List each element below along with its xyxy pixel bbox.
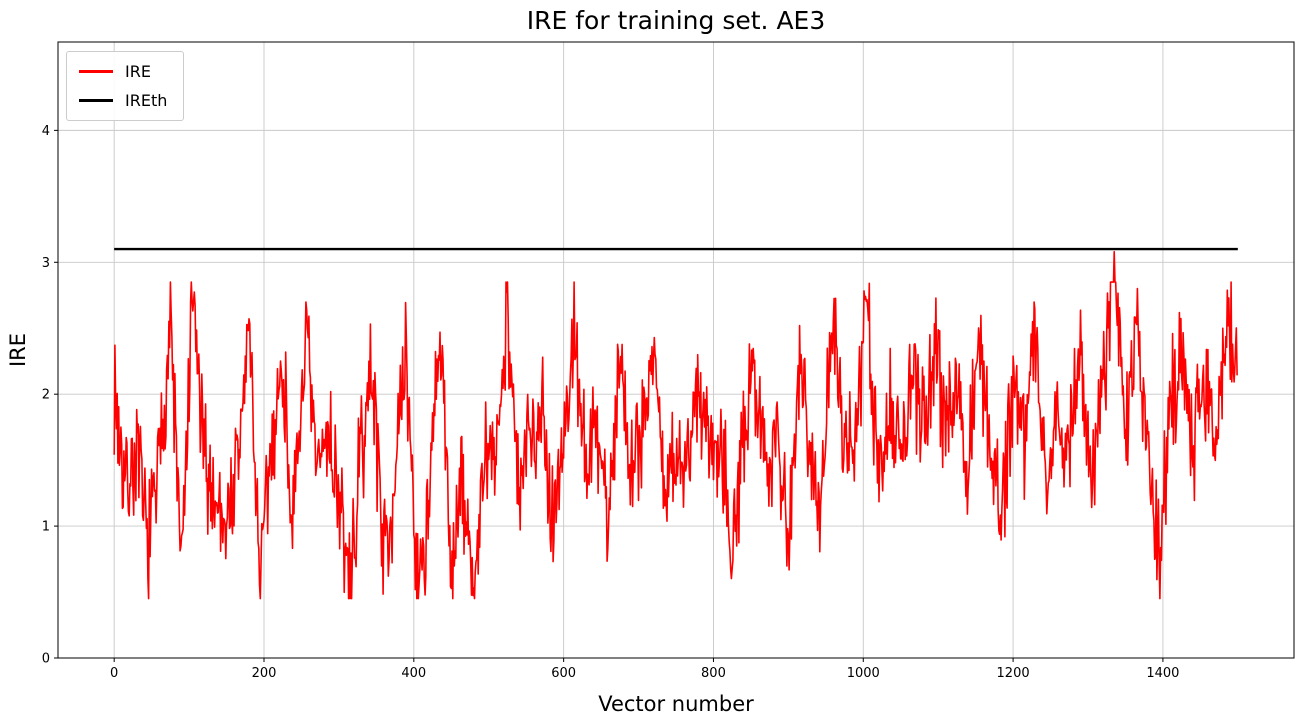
y-tick-label: 0 [42,652,50,667]
legend-label-ireth: IREth [125,91,168,110]
legend-entry-ireth: IREth [79,91,167,110]
x-tick-label: 200 [252,666,277,681]
grid-lines [58,42,1294,659]
y-tick-label: 1 [42,520,50,535]
x-tick-label: 800 [701,666,726,681]
chart-title: IRE for training set. AE3 [526,6,826,35]
legend-entry-ire: IRE [79,62,167,81]
ire-line [113,250,1238,600]
y-tick-label: 4 [42,124,50,139]
x-tick-label: 1000 [847,666,880,681]
ireth-line-swatch [79,99,113,102]
x-tick-label: 1400 [1146,666,1179,681]
x-tick-label: 0 [110,666,118,681]
legend-label-ire: IRE [125,62,151,81]
axes-frame [57,41,1295,659]
x-axis-label: Vector number [598,692,754,716]
x-tick-label: 1200 [997,666,1030,681]
y-tick-label: 2 [42,388,50,403]
legend: IRE IREth [66,51,185,121]
x-tick-label: 600 [551,666,576,681]
ire-line-swatch [79,70,113,73]
x-tick-label: 400 [401,666,426,681]
tick-marks [54,129,1164,662]
y-tick-label: 3 [42,256,50,271]
